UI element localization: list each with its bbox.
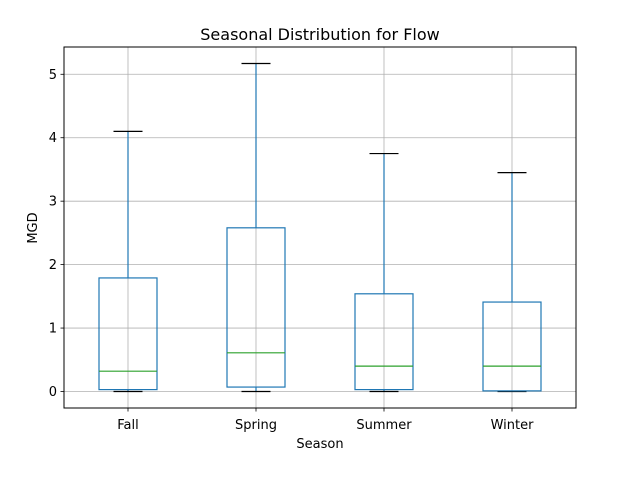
y-axis: 0 1 2 3 4 5: [49, 68, 64, 400]
x-axis-label: Season: [296, 437, 343, 452]
x-tick-label: Summer: [356, 418, 412, 433]
y-tick-label: 3: [49, 195, 57, 210]
x-axis: Fall Spring Summer Winter: [117, 408, 534, 433]
y-axis-label: MGD: [26, 212, 41, 243]
iqr-box: [98, 277, 158, 391]
box-spring: [226, 62, 286, 393]
iqr-box: [482, 301, 542, 392]
box-series: [98, 62, 542, 393]
x-tick-label: Winter: [491, 418, 535, 433]
y-tick-label: 5: [49, 68, 57, 83]
box-fall: [98, 130, 158, 393]
y-tick-label: 4: [49, 131, 57, 146]
y-tick-label: 0: [49, 385, 57, 400]
iqr-box: [354, 293, 414, 391]
plot-frame: [63, 46, 577, 409]
y-tick-label: 2: [49, 258, 57, 273]
box-summer: [354, 152, 414, 393]
x-tick-label: Fall: [117, 418, 138, 433]
box-winter: [482, 172, 542, 393]
chart-title: Seasonal Distribution for Flow: [200, 25, 439, 44]
y-tick-label: 1: [49, 322, 57, 337]
x-tick-label: Spring: [235, 418, 277, 433]
iqr-box: [226, 227, 286, 388]
